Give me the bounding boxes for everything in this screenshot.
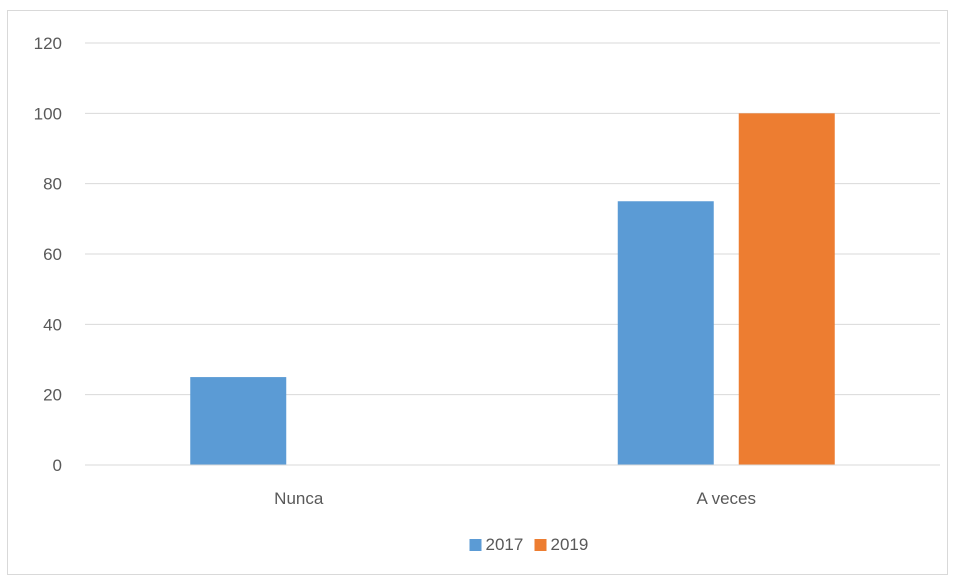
bar-2019-a-veces: [738, 113, 835, 465]
y-tick-label: 100: [34, 104, 62, 123]
legend-label-2017: 2017: [486, 535, 524, 554]
y-tick-label: 60: [43, 245, 62, 264]
x-category-label: A veces: [696, 489, 756, 508]
y-tick-label: 20: [43, 386, 62, 405]
bar-2017-a-veces: [617, 201, 714, 465]
legend: 2017 2019: [469, 535, 589, 554]
y-axis-tick-labels: 0 20 40 60 80 100 120: [34, 34, 62, 475]
y-tick-label: 0: [53, 456, 62, 475]
y-tick-label: 40: [43, 315, 62, 334]
bar-2017-nunca: [190, 377, 287, 465]
legend-swatch-2017: [469, 539, 482, 551]
x-category-label: Nunca: [274, 489, 324, 508]
y-tick-label: 80: [43, 175, 62, 194]
y-tick-label: 120: [34, 34, 62, 53]
legend-label-2019: 2019: [551, 535, 589, 554]
bars: [190, 113, 835, 465]
x-axis-category-labels: Nunca A veces: [274, 489, 756, 508]
legend-swatch-2019: [534, 539, 547, 551]
